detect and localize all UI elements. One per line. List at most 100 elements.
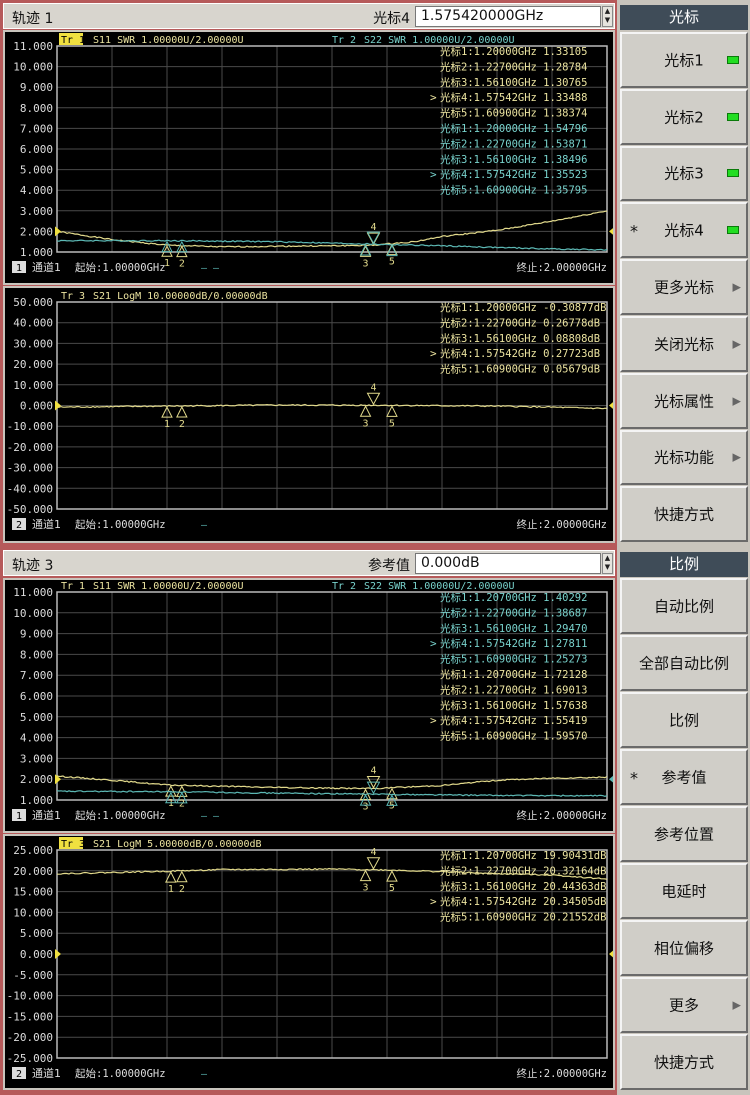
trace-label[interactable]: Tr 2 bbox=[332, 581, 356, 592]
marker-1-triangle[interactable] bbox=[161, 240, 173, 253]
marker-number: 1 bbox=[168, 798, 174, 809]
menu-button-9[interactable]: 快捷方式 bbox=[620, 486, 748, 543]
submenu-arrow-icon: ▶ bbox=[732, 337, 741, 351]
menu-button-9[interactable]: 快捷方式 bbox=[620, 1034, 748, 1090]
marker-readout: 光标2:1.22700GHz 1.53871 bbox=[440, 137, 587, 150]
trace-label[interactable]: Tr 3 bbox=[61, 839, 85, 850]
marker-3-triangle[interactable] bbox=[359, 869, 372, 882]
marker-2-triangle[interactable] bbox=[176, 870, 188, 883]
menu-button-3[interactable]: 光标3 bbox=[620, 145, 748, 202]
menu-button-7[interactable]: 相位偏移 bbox=[620, 920, 748, 976]
stop-frequency[interactable]: 终止:2.00000GHz bbox=[516, 809, 607, 822]
channel-number-box[interactable] bbox=[12, 261, 26, 273]
marker-1-triangle[interactable] bbox=[161, 406, 173, 418]
menu-button-6[interactable]: 关闭光标 ▶ bbox=[620, 316, 748, 372]
marker-number: 1 bbox=[164, 258, 170, 269]
y-tick-label: 9.000 bbox=[20, 81, 53, 94]
trace-label[interactable]: Tr 3 bbox=[61, 291, 85, 302]
y-tick-label: 2.000 bbox=[20, 773, 53, 786]
reference-arrow-left[interactable] bbox=[55, 226, 61, 237]
marker-number: 3 bbox=[363, 258, 369, 269]
menu-button-2[interactable]: 全部自动比例 bbox=[620, 635, 748, 691]
marker-1-triangle[interactable] bbox=[165, 791, 177, 804]
menu-button-label: 关闭光标 bbox=[653, 335, 714, 354]
marker-4-triangle[interactable] bbox=[366, 392, 381, 406]
marker-5-triangle[interactable] bbox=[386, 244, 398, 257]
reference-arrow-left[interactable] bbox=[55, 400, 61, 411]
start-frequency[interactable]: 起始:1.00000GHz bbox=[75, 809, 166, 822]
channel-number-box[interactable] bbox=[12, 518, 26, 530]
marker-4-triangle[interactable] bbox=[366, 781, 381, 795]
reference-arrow-left[interactable] bbox=[55, 949, 61, 959]
reference-arrow-right[interactable] bbox=[609, 949, 613, 959]
stop-frequency[interactable]: 终止:2.00000GHz bbox=[516, 518, 607, 531]
spin-buttons[interactable]: ▲ ▼ bbox=[602, 553, 613, 574]
marker-frequency-input[interactable]: 1.575420000GHz bbox=[415, 6, 601, 27]
menu-button-6[interactable]: 电延时 bbox=[620, 863, 748, 919]
marker-number: 3 bbox=[363, 883, 369, 894]
start-frequency[interactable]: 起始:1.00000GHz bbox=[75, 261, 166, 274]
menu-button-8[interactable]: 光标功能 ▶ bbox=[620, 429, 748, 486]
trace-label[interactable]: Tr 1 bbox=[61, 35, 85, 46]
marker-5-triangle[interactable] bbox=[386, 405, 398, 417]
marker-3-triangle[interactable] bbox=[359, 245, 372, 257]
y-tick-label: 5.000 bbox=[20, 927, 53, 940]
trace-format: S21 LogM 5.00000dB/0.00000dB bbox=[93, 839, 262, 850]
marker-3-triangle[interactable] bbox=[359, 243, 372, 256]
reference-arrow-left[interactable] bbox=[55, 774, 61, 785]
marker-2-triangle[interactable] bbox=[176, 405, 188, 418]
marker-readout: 光标2:1.22700GHz 1.69013 bbox=[440, 683, 587, 696]
marker-5-triangle[interactable] bbox=[386, 794, 398, 806]
trace-title: 轨迹 3 bbox=[12, 558, 54, 574]
marker-field-label: 光标4 bbox=[373, 11, 410, 27]
menu-button-1[interactable]: 自动比例 bbox=[620, 578, 748, 634]
marker-4-triangle[interactable] bbox=[366, 857, 381, 870]
stop-frequency[interactable]: 终止:2.00000GHz bbox=[516, 1067, 607, 1080]
menu-button-label: 快捷方式 bbox=[653, 505, 714, 524]
y-tick-label: 10.000 bbox=[13, 607, 53, 620]
marker-3-triangle[interactable] bbox=[359, 405, 372, 417]
stop-frequency[interactable]: 终止:2.00000GHz bbox=[516, 261, 607, 274]
menu-button-5[interactable]: 更多光标 ▶ bbox=[620, 259, 748, 315]
menu-button-5[interactable]: 参考位置 bbox=[620, 806, 748, 862]
channel-number-box[interactable] bbox=[12, 809, 26, 821]
marker-3-triangle[interactable] bbox=[359, 793, 372, 806]
y-tick-label: 0.000 bbox=[20, 948, 53, 961]
marker-5-triangle[interactable] bbox=[386, 869, 398, 882]
menu-button-label: 电延时 bbox=[661, 882, 707, 901]
menu-button-4[interactable]: 参考值 * bbox=[620, 749, 748, 805]
menu-button-3[interactable]: 比例 bbox=[620, 692, 748, 748]
marker-readout: 光标5:1.60900GHz 1.59570 bbox=[440, 730, 587, 743]
marker-readout: 光标5:1.60900GHz 1.38374 bbox=[440, 107, 587, 120]
reference-arrow-right[interactable] bbox=[609, 401, 613, 411]
marker-3-triangle[interactable] bbox=[359, 788, 372, 800]
y-tick-label: 11.000 bbox=[13, 40, 53, 53]
menu-button-4[interactable]: 光标4 * bbox=[620, 202, 748, 259]
marker-readout: 光标4:1.57542GHz 1.35523 bbox=[440, 168, 587, 181]
trace-label[interactable]: Tr 1 bbox=[61, 581, 85, 592]
spin-buttons[interactable]: ▲ ▼ bbox=[602, 6, 613, 27]
reference-arrow-right[interactable] bbox=[609, 774, 613, 784]
marker-2-triangle[interactable] bbox=[176, 240, 188, 253]
active-marker-indicator: > bbox=[430, 91, 437, 104]
menu-button-2[interactable]: 光标2 bbox=[620, 88, 748, 145]
menu-button-7[interactable]: 光标属性 ▶ bbox=[620, 372, 748, 429]
reference-arrow-right[interactable] bbox=[609, 226, 613, 236]
trace-label[interactable]: Tr 2 bbox=[332, 35, 356, 46]
submenu-arrow-icon: ▶ bbox=[732, 450, 741, 464]
marker-4-triangle[interactable] bbox=[366, 231, 381, 245]
active-marker-indicator: > bbox=[430, 347, 437, 360]
trace-title: 轨迹 1 bbox=[12, 11, 54, 27]
marker-number: 2 bbox=[179, 884, 185, 895]
menu-button-8[interactable]: 更多 ▶ bbox=[620, 977, 748, 1033]
marker-menu: 光标 光标1 光标2 光标3 光标4 * 更多光标 ▶ 关闭光标 ▶ 光标属性 ▶ 光标功能 ▶ 快捷方式 bbox=[617, 0, 750, 547]
marker-1-triangle[interactable] bbox=[165, 870, 177, 883]
channel-number-box[interactable] bbox=[12, 1067, 26, 1079]
menu-button-1[interactable]: 光标1 bbox=[620, 32, 748, 88]
marker-number: 4 bbox=[370, 222, 376, 233]
reference-value-input[interactable]: 0.000dB bbox=[415, 553, 601, 574]
start-frequency[interactable]: 起始:1.00000GHz bbox=[75, 518, 166, 531]
menu-button-label: 光标2 bbox=[664, 108, 704, 127]
marker-2-triangle[interactable] bbox=[176, 791, 188, 804]
start-frequency[interactable]: 起始:1.00000GHz bbox=[75, 1067, 166, 1080]
